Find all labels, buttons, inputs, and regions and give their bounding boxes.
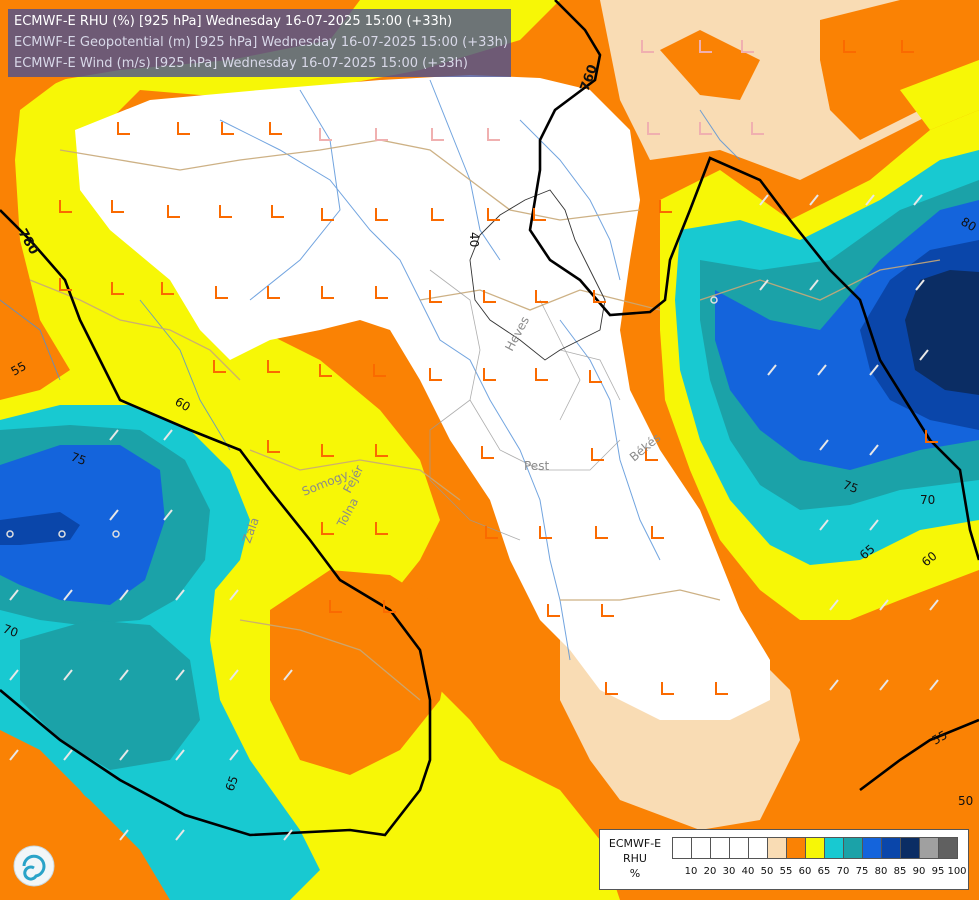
legend-ticks: 10 20 30 40 50 55 60 65 70 75 80 85 90 95 100	[672, 866, 972, 880]
legend-swatch	[843, 837, 863, 859]
legend-swatch	[824, 837, 844, 859]
legend-tick-label: 60	[798, 866, 812, 877]
rhu-label-55-west: 55	[9, 359, 29, 379]
rhu-legend: ECMWF-E RHU % 10 20 30 40 50 55 60 65 70 75 80 85 90…	[599, 829, 969, 890]
legend-swatch	[767, 837, 787, 859]
legend-swatch	[862, 837, 882, 859]
legend-swatch	[938, 837, 958, 859]
rhu-60-northeast-right	[820, 0, 979, 140]
legend-swatch	[691, 837, 711, 859]
rhu-65-northeast-right	[900, 60, 979, 130]
title-geopotential: ECMWF-E Geopotential (m) [925 hPa] Wedne…	[14, 35, 508, 50]
geopotential-contours	[0, 0, 979, 837]
legend-tick-label: 95	[931, 866, 945, 877]
legend-variable: RHU	[623, 852, 647, 865]
legend-model: ECMWF-E	[608, 837, 662, 850]
legend-tick-label: 40	[741, 866, 755, 877]
rhu-contours	[469, 189, 606, 361]
legend-swatch	[786, 837, 806, 859]
title-rhu: ECMWF-E RHU (%) [925 hPa] Wednesday 16-0…	[14, 14, 453, 29]
rhu-90-region-east	[905, 270, 979, 395]
legend-swatch	[710, 837, 730, 859]
rhu-dry-region	[75, 75, 770, 720]
legend-swatch	[672, 837, 692, 859]
map-title-box: ECMWF-E RHU (%) [925 hPa] Wednesday 16-0…	[8, 9, 511, 77]
legend-tick-label: 65	[817, 866, 831, 877]
rhu-label-70-east: 70	[920, 493, 935, 507]
legend-tick-label: 10	[684, 866, 698, 877]
contour-labels: 760 780 40 50 55 55 60 60 65 65 70 70 75…	[1, 63, 979, 808]
rhu-80-region-sw	[0, 445, 165, 605]
legend-tick-label: 85	[893, 866, 907, 877]
legend-name: ECMWF-E RHU %	[604, 836, 666, 881]
legend-tick-label: 20	[703, 866, 717, 877]
rivers	[0, 79, 741, 661]
legend-tick-label: 55	[779, 866, 793, 877]
legend-swatches	[672, 837, 958, 859]
rhu-label-65-sw: 65	[223, 774, 241, 793]
borders	[29, 139, 941, 701]
county-lines	[429, 269, 621, 541]
rhu-label-70-west: 70	[1, 622, 20, 640]
rhu-label-55-se: 55	[930, 728, 950, 748]
legend-swatch	[748, 837, 768, 859]
legend-tick-label: 80	[874, 866, 888, 877]
rhu-60-south-central	[270, 570, 450, 775]
rhu-label-60-west: 60	[173, 394, 193, 414]
title-wind: ECMWF-E Wind (m/s) [925 hPa] Wednesday 1…	[14, 56, 468, 71]
legend-tick-label: 70	[836, 866, 850, 877]
legend-swatch	[729, 837, 749, 859]
rhu-label-80-east: 80	[959, 214, 979, 234]
rhu-label-40: 40	[467, 232, 481, 247]
forecast-logo	[13, 845, 55, 887]
rhu-60-northeast-patch	[660, 30, 760, 100]
legend-tick-label: 75	[855, 866, 869, 877]
legend-swatch	[805, 837, 825, 859]
rhu-label-50: 50	[958, 794, 973, 808]
rhu-70-lower-sw	[20, 620, 200, 770]
legend-swatch	[881, 837, 901, 859]
legend-swatch	[900, 837, 920, 859]
legend-tick-label: 30	[722, 866, 736, 877]
place-pest: Pest	[524, 459, 549, 473]
legend-unit: %	[629, 867, 641, 880]
legend-tick-label: 100	[947, 866, 967, 877]
legend-tick-label: 50	[760, 866, 774, 877]
legend-tick-label: 90	[912, 866, 926, 877]
rhu-label-75-west: 75	[69, 450, 88, 468]
wind-barbs	[6, 40, 939, 841]
rhu-label-75-east: 75	[841, 478, 860, 496]
legend-swatch	[919, 837, 939, 859]
